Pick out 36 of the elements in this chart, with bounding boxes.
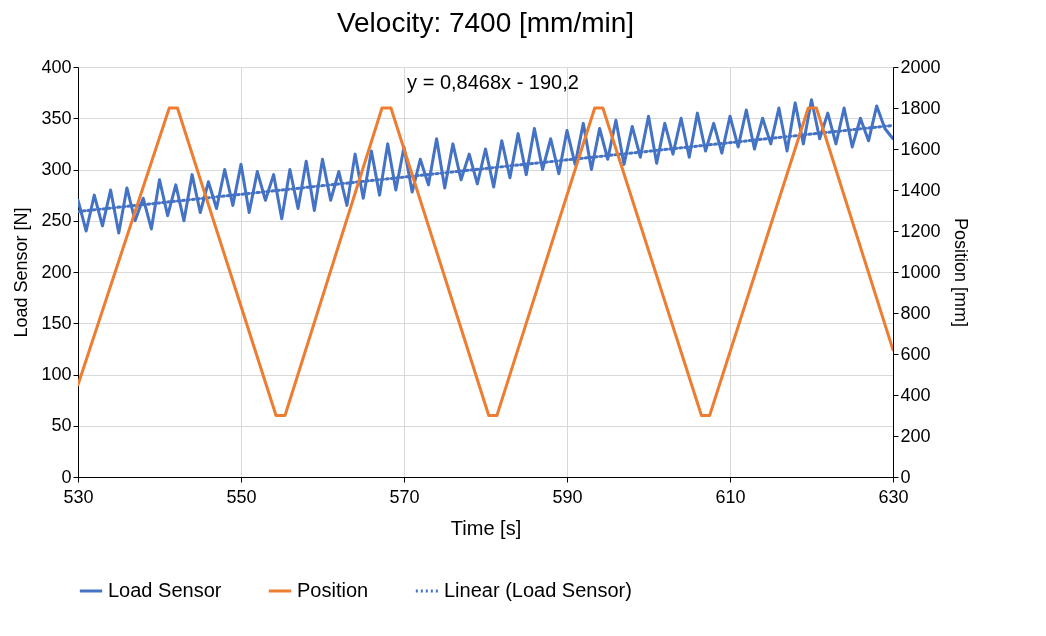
y-tick-label: 250: [41, 210, 72, 231]
y2-tick-label: 1000: [900, 261, 941, 282]
y-tick-label: 400: [41, 56, 72, 77]
y2-tick-label: 1600: [900, 138, 941, 159]
y2-tick-label: 1800: [900, 97, 941, 118]
y2-tick-label: 600: [900, 343, 931, 364]
legend-label: Linear (Load Sensor): [444, 579, 632, 601]
y2-tick-label: 1400: [900, 179, 941, 200]
y-tick-label: 350: [41, 107, 72, 128]
x-tick-label: 590: [552, 486, 583, 507]
line-series: [78, 98, 893, 235]
y-tick-label: 150: [41, 312, 72, 333]
chart-title: Velocity: 7400 [mm/min]: [336, 7, 635, 38]
y-tick-label: 50: [51, 415, 72, 436]
y2-tick-label: 400: [900, 384, 931, 405]
y2-tick-label: 1200: [900, 220, 941, 241]
y-tick-label: 100: [41, 364, 72, 384]
y2-tick-label: 200: [900, 425, 931, 446]
y2-tick-label: 0: [900, 466, 911, 487]
x-axis-title: Time [s]: [450, 516, 522, 539]
x-tick-label: 530: [63, 486, 94, 507]
y-tick-label: 0: [61, 466, 72, 487]
x-tick-label: 610: [715, 486, 746, 507]
x-tick-label: 630: [878, 486, 909, 507]
y-tick-label: 200: [41, 261, 72, 282]
x-tick-label: 550: [226, 486, 257, 507]
y2-axis-title: Position [mm]: [950, 217, 971, 328]
legend-label: Position: [297, 579, 369, 601]
y-tick-label: 300: [41, 159, 72, 179]
x-tick-label: 570: [389, 486, 420, 507]
annotation: y = 0,8468x - 190,2: [407, 71, 579, 93]
y-axis-title: Load Sensor [N]: [11, 207, 32, 338]
line-series: [78, 106, 893, 417]
y2-tick-label: 2000: [900, 56, 941, 77]
legend-label: Load Sensor: [108, 579, 222, 601]
y2-tick-label: 800: [900, 302, 931, 323]
